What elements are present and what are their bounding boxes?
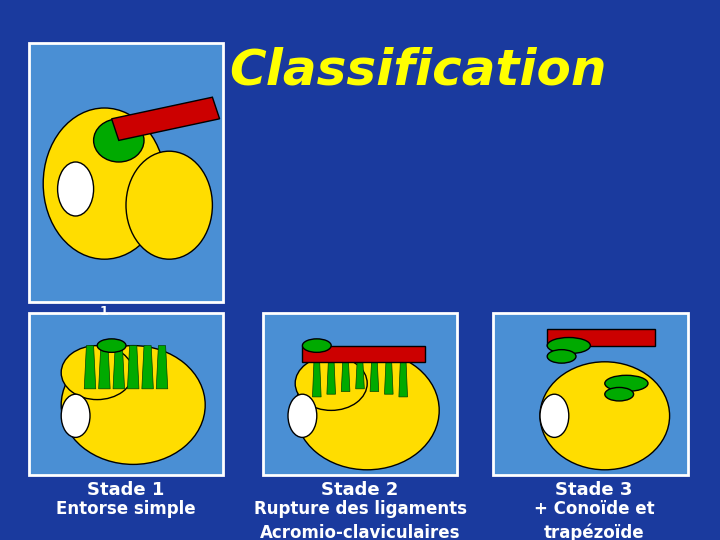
Text: Acromio-claviculaires: Acromio-claviculaires (260, 524, 460, 540)
Ellipse shape (61, 394, 90, 437)
Ellipse shape (605, 375, 648, 391)
Polygon shape (112, 97, 220, 140)
Bar (29, 313, 223, 475)
Ellipse shape (540, 362, 670, 470)
Ellipse shape (547, 338, 590, 354)
Ellipse shape (126, 151, 212, 259)
Ellipse shape (61, 346, 205, 464)
Bar (493, 313, 688, 475)
Polygon shape (370, 362, 379, 392)
Ellipse shape (605, 388, 634, 401)
Ellipse shape (547, 350, 576, 363)
Polygon shape (156, 346, 168, 389)
Bar (263, 313, 457, 475)
Polygon shape (127, 346, 139, 389)
Ellipse shape (295, 356, 367, 410)
Ellipse shape (97, 339, 126, 352)
Polygon shape (84, 346, 96, 389)
Polygon shape (327, 362, 336, 394)
Polygon shape (113, 346, 125, 389)
Text: Rupture des ligaments: Rupture des ligaments (253, 500, 467, 517)
Text: + Conoïde et: + Conoïde et (534, 500, 654, 517)
Ellipse shape (288, 394, 317, 437)
Text: 1: 1 (100, 305, 109, 318)
Ellipse shape (43, 108, 166, 259)
Polygon shape (302, 346, 425, 362)
Text: Stade 1: Stade 1 (87, 481, 165, 498)
Polygon shape (341, 362, 350, 392)
Polygon shape (312, 362, 321, 397)
Polygon shape (547, 329, 655, 346)
Ellipse shape (58, 162, 94, 216)
Ellipse shape (61, 346, 133, 400)
Polygon shape (142, 346, 153, 389)
Text: Entorse simple: Entorse simple (56, 500, 196, 517)
Text: Classification: Classification (229, 46, 606, 94)
Polygon shape (356, 362, 364, 389)
Ellipse shape (94, 119, 144, 162)
Text: trapézoïde: trapézoïde (544, 524, 644, 540)
Polygon shape (384, 362, 393, 394)
Bar (29, 43, 223, 302)
Ellipse shape (540, 394, 569, 437)
Polygon shape (399, 362, 408, 397)
Ellipse shape (295, 351, 439, 470)
Polygon shape (99, 346, 110, 389)
Text: Stade 2: Stade 2 (321, 481, 399, 498)
Text: Stade 3: Stade 3 (555, 481, 633, 498)
Ellipse shape (302, 339, 331, 352)
